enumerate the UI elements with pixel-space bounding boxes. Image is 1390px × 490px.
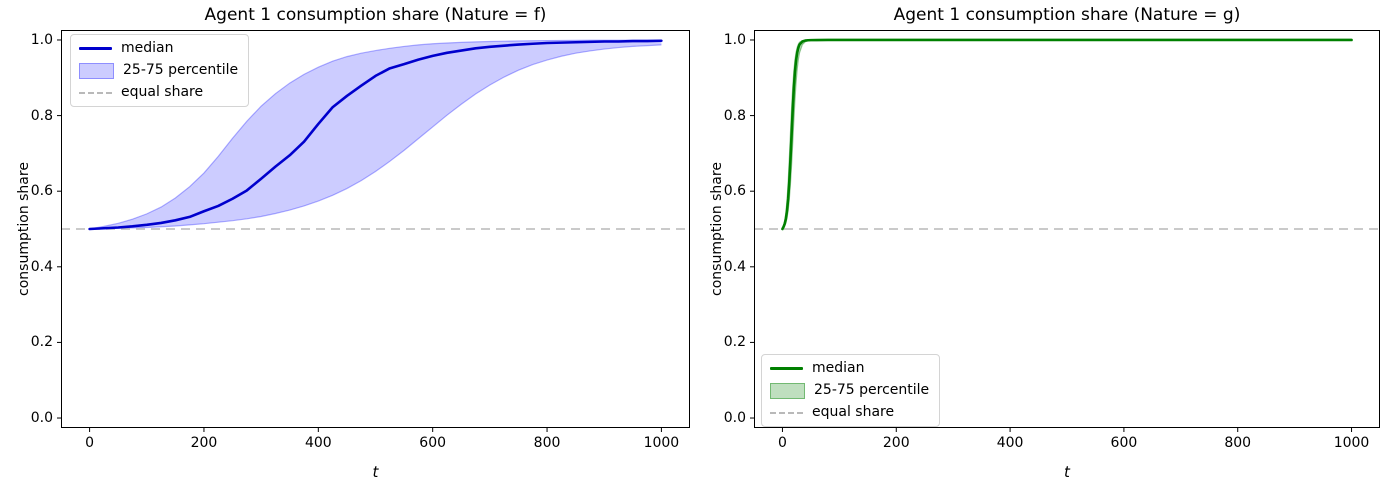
plot-f-axes <box>57 30 690 432</box>
plot-f-ytick-0.0: 0.0 <box>30 410 53 427</box>
plot-g-title: Agent 1 consumption share (Nature = g) <box>893 5 1241 25</box>
legend-entry-median: median <box>79 40 238 57</box>
legend-label: equal share <box>121 84 204 100</box>
plot-g-xlabel: t <box>1064 463 1070 481</box>
median-line <box>781 38 1353 231</box>
band-lower-edge <box>782 39 1352 230</box>
percentile-band <box>89 40 662 230</box>
plot-f-xtick-600: 600 <box>419 435 447 451</box>
legend-label: equal share <box>812 404 895 420</box>
median-line <box>88 39 663 231</box>
legend-entry-equal-share: equal share <box>79 84 238 101</box>
plot-g-axes <box>750 30 1380 432</box>
plot-f-xtick-400: 400 <box>304 435 332 451</box>
plot-f-xlabel: t <box>372 463 379 481</box>
band-upper-edge <box>89 39 662 230</box>
plot-f-xtick-0: 0 <box>85 435 95 451</box>
plot-f-title: Agent 1 consumption share (Nature = f) <box>204 5 547 25</box>
legend-entry-median: median <box>770 360 929 377</box>
plot-f-ylabel: consumption share <box>16 162 32 296</box>
legend-label: 25-75 percentile <box>814 382 930 398</box>
percentile-band <box>782 39 1352 230</box>
legend-label: median <box>812 360 865 376</box>
median-line-swatch <box>770 367 803 370</box>
band-upper-edge <box>781 39 1352 230</box>
plot-g-xtick-800: 800 <box>1224 435 1252 451</box>
plot-g-ytick-0.0: 0.0 <box>723 410 746 427</box>
plot-g-legend: median 25-75 percentile equal share <box>761 354 941 427</box>
plot-f-legend: median 25-75 percentile equal share <box>70 34 250 107</box>
plot-g-ytick-0.4: 0.4 <box>723 258 746 275</box>
percentile-band-swatch <box>770 382 805 399</box>
plot-g-xtick-0: 0 <box>777 435 787 451</box>
plot-f-ytick-0.2: 0.2 <box>30 334 53 351</box>
legend-entry-equal-share: equal share <box>770 404 929 421</box>
plot-f-xtick-1000: 1000 <box>643 435 680 451</box>
plot-g-xtick-200: 200 <box>882 435 910 451</box>
legend-label: 25-75 percentile <box>123 62 239 78</box>
plot-f-xtick-800: 800 <box>533 435 561 451</box>
plot-g-xtick-400: 400 <box>996 435 1024 451</box>
legend-entry-25-75-percentile: 25-75 percentile <box>770 382 929 399</box>
plot-f-ytick-0.6: 0.6 <box>30 183 53 200</box>
plot-g-xtick-1000: 1000 <box>1333 435 1370 451</box>
plot-f-ytick-1.0: 1.0 <box>30 31 53 48</box>
axes-frame <box>61 30 690 428</box>
equal-share-line-swatch <box>79 91 112 94</box>
axes-frame <box>754 30 1380 428</box>
plot-f-ytick-0.8: 0.8 <box>30 107 53 124</box>
plot-f-ytick-0.4: 0.4 <box>30 258 53 275</box>
band-lower-edge <box>89 44 662 230</box>
median-line-swatch <box>79 47 112 50</box>
plot-g-xtick-600: 600 <box>1110 435 1138 451</box>
equal-share-line-swatch <box>770 411 803 414</box>
plot-g-ylabel: consumption share <box>709 162 725 296</box>
plot-g-ytick-0.8: 0.8 <box>723 107 746 124</box>
legend-entry-25-75-percentile: 25-75 percentile <box>79 62 238 79</box>
plot-g-ytick-0.2: 0.2 <box>723 334 746 351</box>
plot-g-ytick-1.0: 1.0 <box>723 31 746 48</box>
plot-g-ytick-0.6: 0.6 <box>723 183 746 200</box>
percentile-band-swatch <box>79 62 114 79</box>
legend-label: median <box>121 40 174 56</box>
plot-f-xtick-200: 200 <box>190 435 218 451</box>
